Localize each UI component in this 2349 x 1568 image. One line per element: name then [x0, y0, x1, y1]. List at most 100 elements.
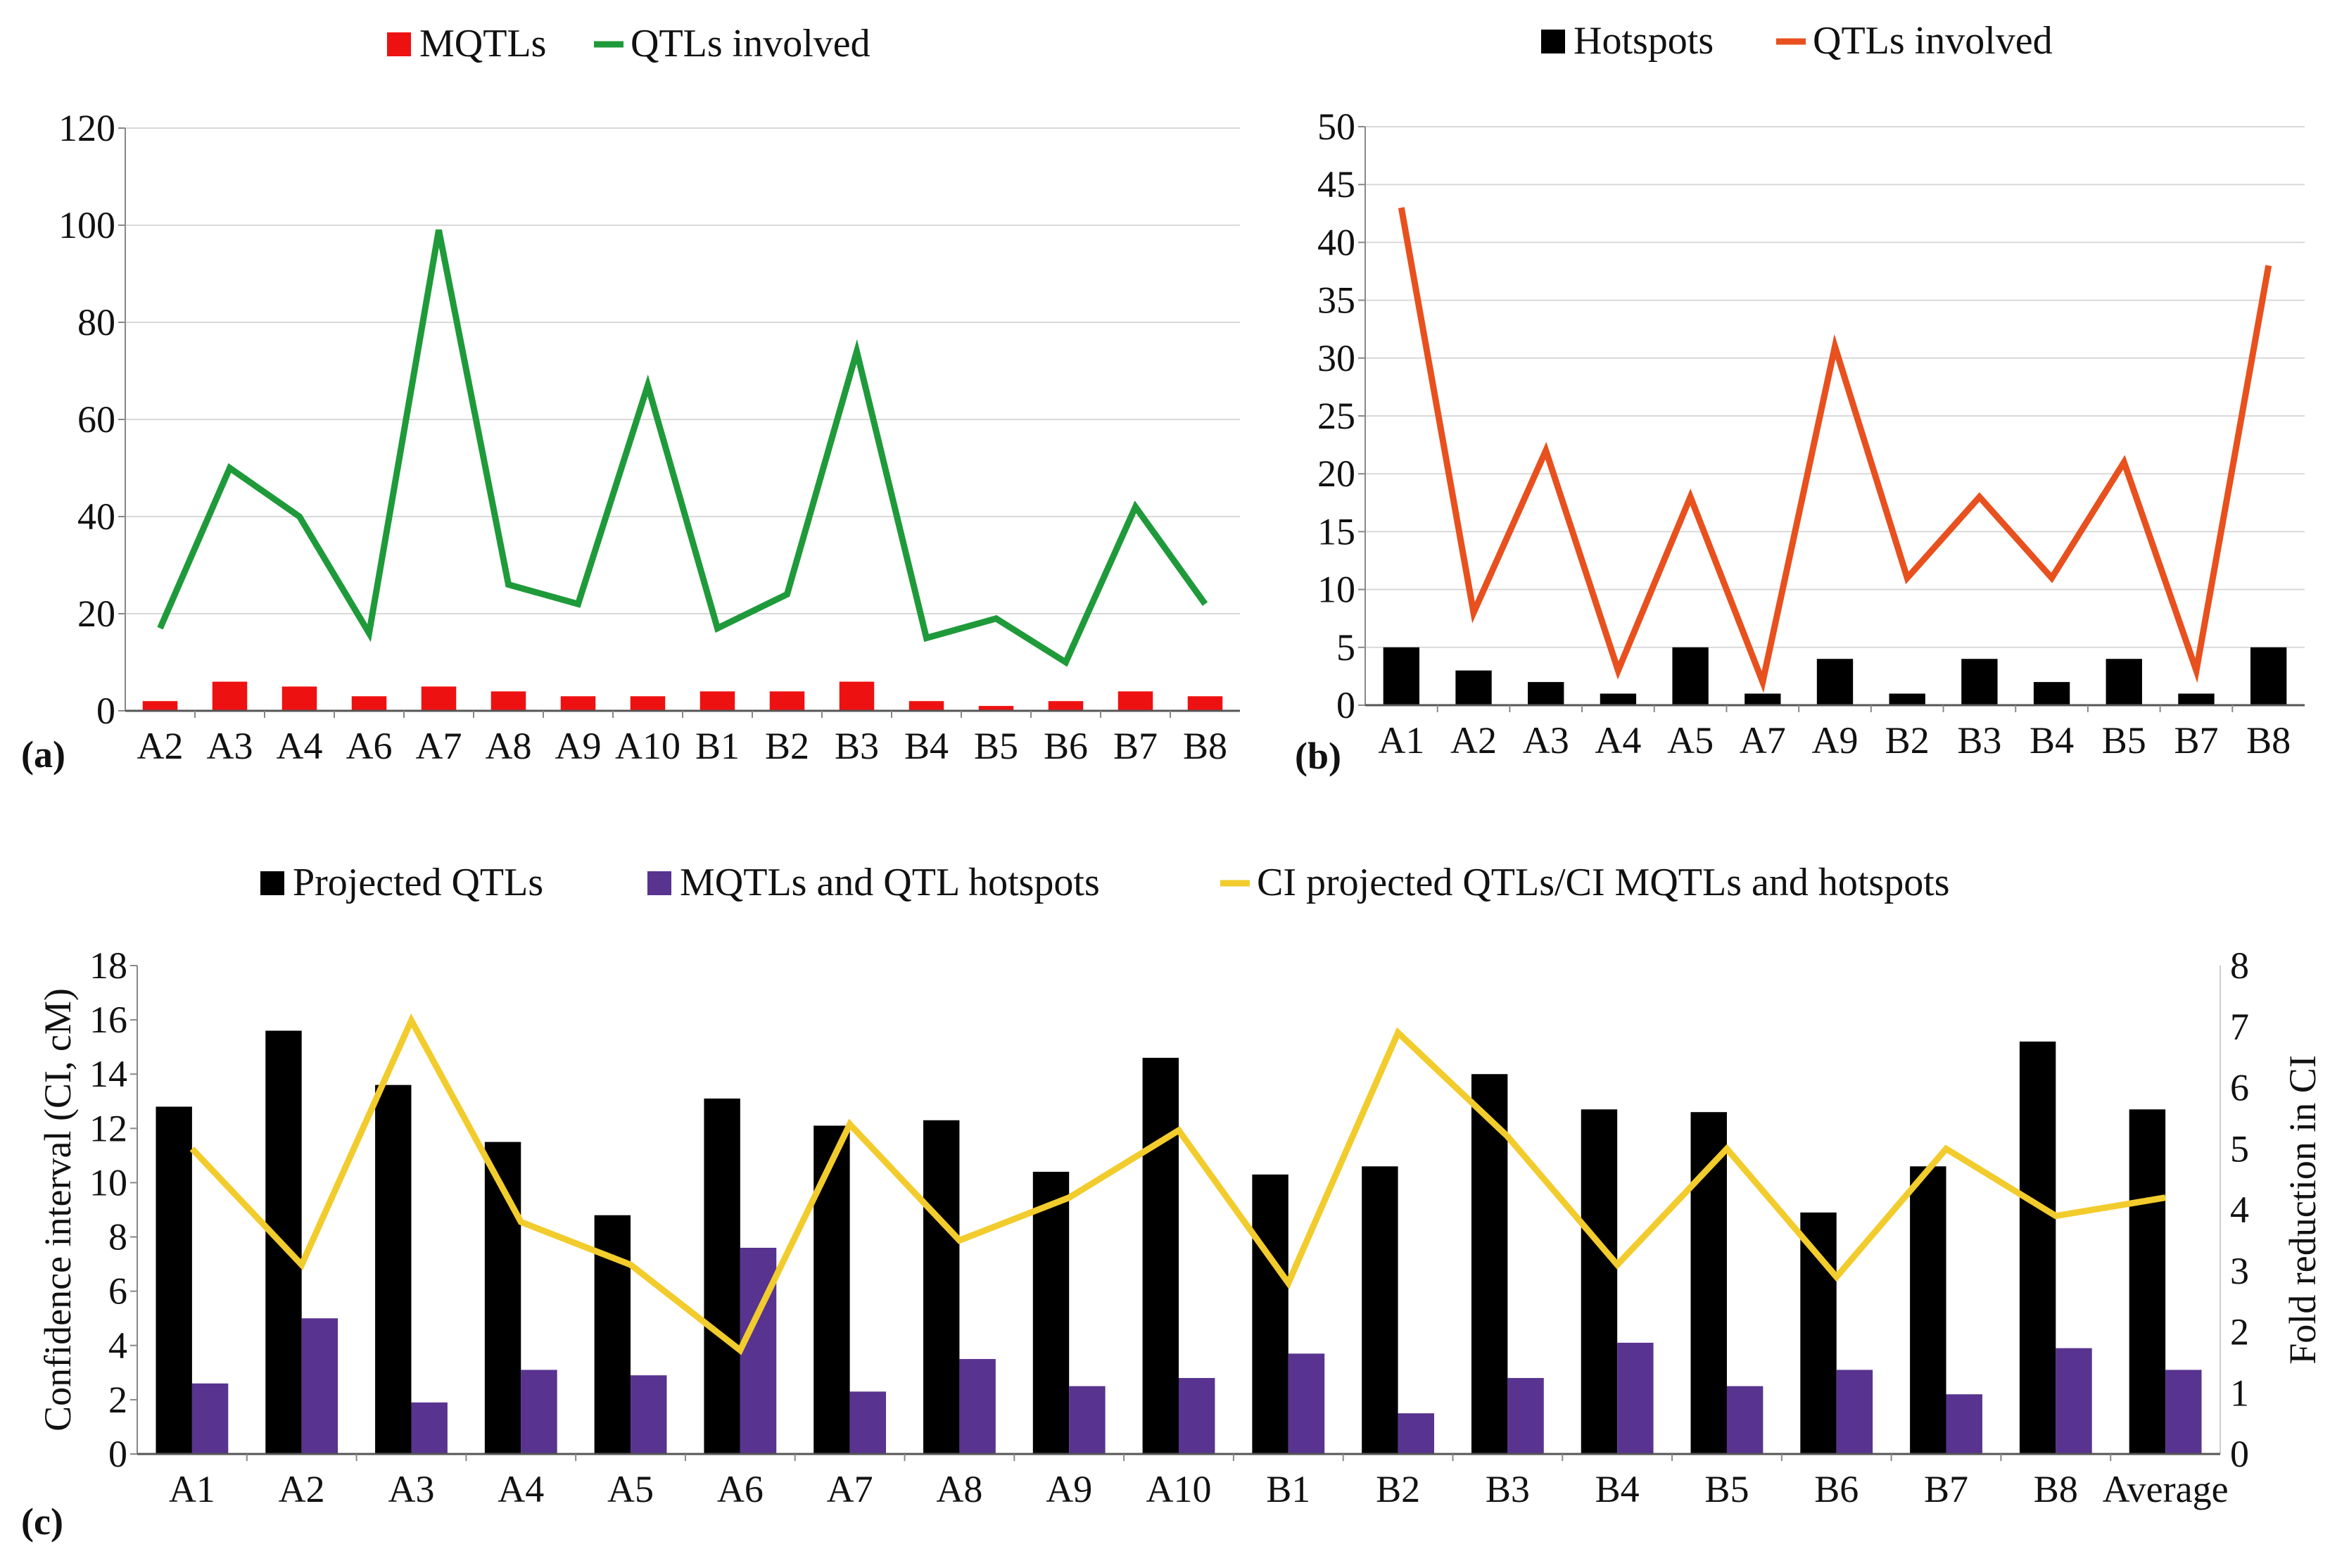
y-tick-label: 25	[1317, 395, 1355, 437]
x-tick-label: A4	[498, 1468, 544, 1510]
bar-projected-qtls	[1142, 1058, 1179, 1454]
x-tick-label: B8	[2246, 719, 2291, 761]
bar-mqtls	[978, 706, 1014, 711]
bar-mqtls-and-qtl-hotspots	[1507, 1378, 1544, 1454]
y-tick-label: 2	[108, 1379, 127, 1421]
bar-projected-qtls	[1581, 1109, 1618, 1454]
panel-label: (c)	[21, 1500, 63, 1543]
bar-mqtls	[490, 691, 526, 711]
y2-tick-label: 2	[2230, 1311, 2249, 1353]
x-tick-label: A7	[1740, 719, 1786, 761]
bar-projected-qtls	[1910, 1166, 1946, 1454]
panel-label: (a)	[21, 733, 65, 776]
x-tick-label: A8	[936, 1468, 982, 1510]
bar-mqtls	[1048, 701, 1084, 711]
bar-mqtls-and-qtl-hotspots	[2165, 1370, 2202, 1454]
bar-mqtls	[281, 686, 317, 711]
bar-mqtls-and-qtl-hotspots	[191, 1383, 229, 1454]
x-tick-label: A8	[486, 725, 532, 767]
x-tick-label: A4	[277, 725, 323, 767]
bar-hotspots	[1889, 693, 1925, 705]
y-tick-label: 10	[1317, 569, 1355, 611]
bar-hotspots	[2106, 659, 2142, 705]
bar-hotspots	[2178, 693, 2215, 705]
bar-mqtls	[1117, 691, 1153, 711]
y-tick-label: 20	[1317, 453, 1355, 495]
y-tick-label: 0	[1336, 684, 1355, 726]
y-tick-label: 15	[1317, 510, 1355, 552]
x-tick-label: B3	[1486, 1468, 1530, 1510]
bar-mqtls-and-qtl-hotspots	[521, 1370, 557, 1454]
x-tick-label: A2	[279, 1468, 325, 1510]
x-tick-label: B1	[1266, 1468, 1310, 1510]
bar-projected-qtls	[813, 1125, 850, 1454]
y-tick-label: 40	[1317, 221, 1355, 263]
y-tick-label: 0	[108, 1433, 127, 1475]
bar-projected-qtls	[2129, 1109, 2166, 1454]
legend-swatch	[647, 871, 671, 895]
bar-projected-qtls	[1032, 1172, 1070, 1454]
x-tick-label: A5	[1667, 719, 1714, 761]
x-tick-label: B6	[1814, 1468, 1859, 1510]
x-tick-label: A9	[1812, 719, 1859, 761]
x-tick-label: B8	[1183, 725, 1227, 767]
x-tick-label: A10	[615, 725, 680, 767]
bar-hotspots	[1455, 670, 1492, 705]
y-tick-label: 60	[77, 398, 115, 441]
bar-projected-qtls	[2019, 1041, 2056, 1454]
y2-tick-label: 4	[2230, 1189, 2249, 1231]
x-tick-label: B8	[2034, 1468, 2078, 1510]
y-tick-label: 30	[1317, 337, 1355, 379]
bar-mqtls-and-qtl-hotspots	[301, 1318, 338, 1454]
x-tick-label: B5	[2102, 719, 2146, 761]
y-tick-label: 0	[96, 690, 115, 732]
y2-tick-label: 8	[2230, 944, 2249, 987]
bar-hotspots	[1672, 647, 1709, 705]
bar-mqtls-and-qtl-hotspots	[411, 1402, 448, 1454]
y-tick-label: 8	[108, 1216, 127, 1258]
y-tick-label: 120	[58, 107, 115, 149]
y-tick-label: 35	[1317, 279, 1355, 322]
y-tick-label: 14	[89, 1053, 127, 1095]
x-tick-label: B7	[1924, 1468, 1968, 1510]
bar-mqtls-and-qtl-hotspots	[1946, 1394, 1982, 1454]
bar-mqtls-and-qtl-hotspots	[2056, 1348, 2092, 1454]
y2-tick-label: 6	[2230, 1067, 2249, 1109]
x-tick-label: A6	[717, 1468, 764, 1510]
y2-tick-label: 1	[2230, 1372, 2249, 1414]
panel-a-chart: 0 20 40 60 80 100 120 A2 A3 A4 A6 A7 A8 A9 A10 B1 B2 B3 B4…	[21, 22, 1240, 776]
bar-projected-qtls	[1362, 1166, 1398, 1454]
bar-mqtls-and-qtl-hotspots	[631, 1375, 667, 1454]
bar-projected-qtls	[156, 1106, 192, 1454]
x-tick-label: A3	[207, 725, 253, 767]
legend-label: Hotspots	[1574, 19, 1714, 63]
bar-hotspots	[1528, 682, 1564, 705]
x-tick-label: B7	[1113, 725, 1158, 767]
y-tick-label: 5	[1336, 626, 1355, 669]
y-tick-label: 100	[58, 204, 115, 246]
x-tick-label: B2	[1885, 719, 1930, 761]
x-tick-label: B2	[1376, 1468, 1420, 1510]
legend-label: MQTLs and QTL hotspots	[680, 861, 1100, 904]
legend-swatch	[260, 871, 284, 895]
bar-mqtls-and-qtl-hotspots	[1398, 1413, 1434, 1454]
line-qtls-involved	[157, 229, 1208, 667]
x-tick-label: A3	[1523, 719, 1569, 761]
bar-mqtls	[351, 696, 387, 711]
y-axis-title: Confidence interval (CI, cM)	[37, 988, 79, 1431]
y2-axis-title: Fold reduction in CI	[2281, 1055, 2324, 1364]
y2-tick-label: 3	[2230, 1250, 2249, 1292]
y-tick-label: 50	[1317, 106, 1355, 148]
bar-projected-qtls	[375, 1085, 412, 1454]
x-tick-label: B5	[1704, 1468, 1749, 1510]
bar-mqtls	[421, 686, 457, 711]
bar-projected-qtls	[704, 1098, 740, 1454]
x-tick-label: A10	[1146, 1468, 1212, 1510]
bar-mqtls	[212, 681, 248, 711]
bar-mqtls	[699, 691, 735, 711]
bar-hotspots	[1961, 659, 1998, 705]
panel-label: (b)	[1295, 735, 1341, 777]
bar-mqtls	[630, 696, 666, 711]
x-tick-label: B4	[1595, 1468, 1640, 1510]
x-tick-label: B4	[2030, 719, 2074, 761]
